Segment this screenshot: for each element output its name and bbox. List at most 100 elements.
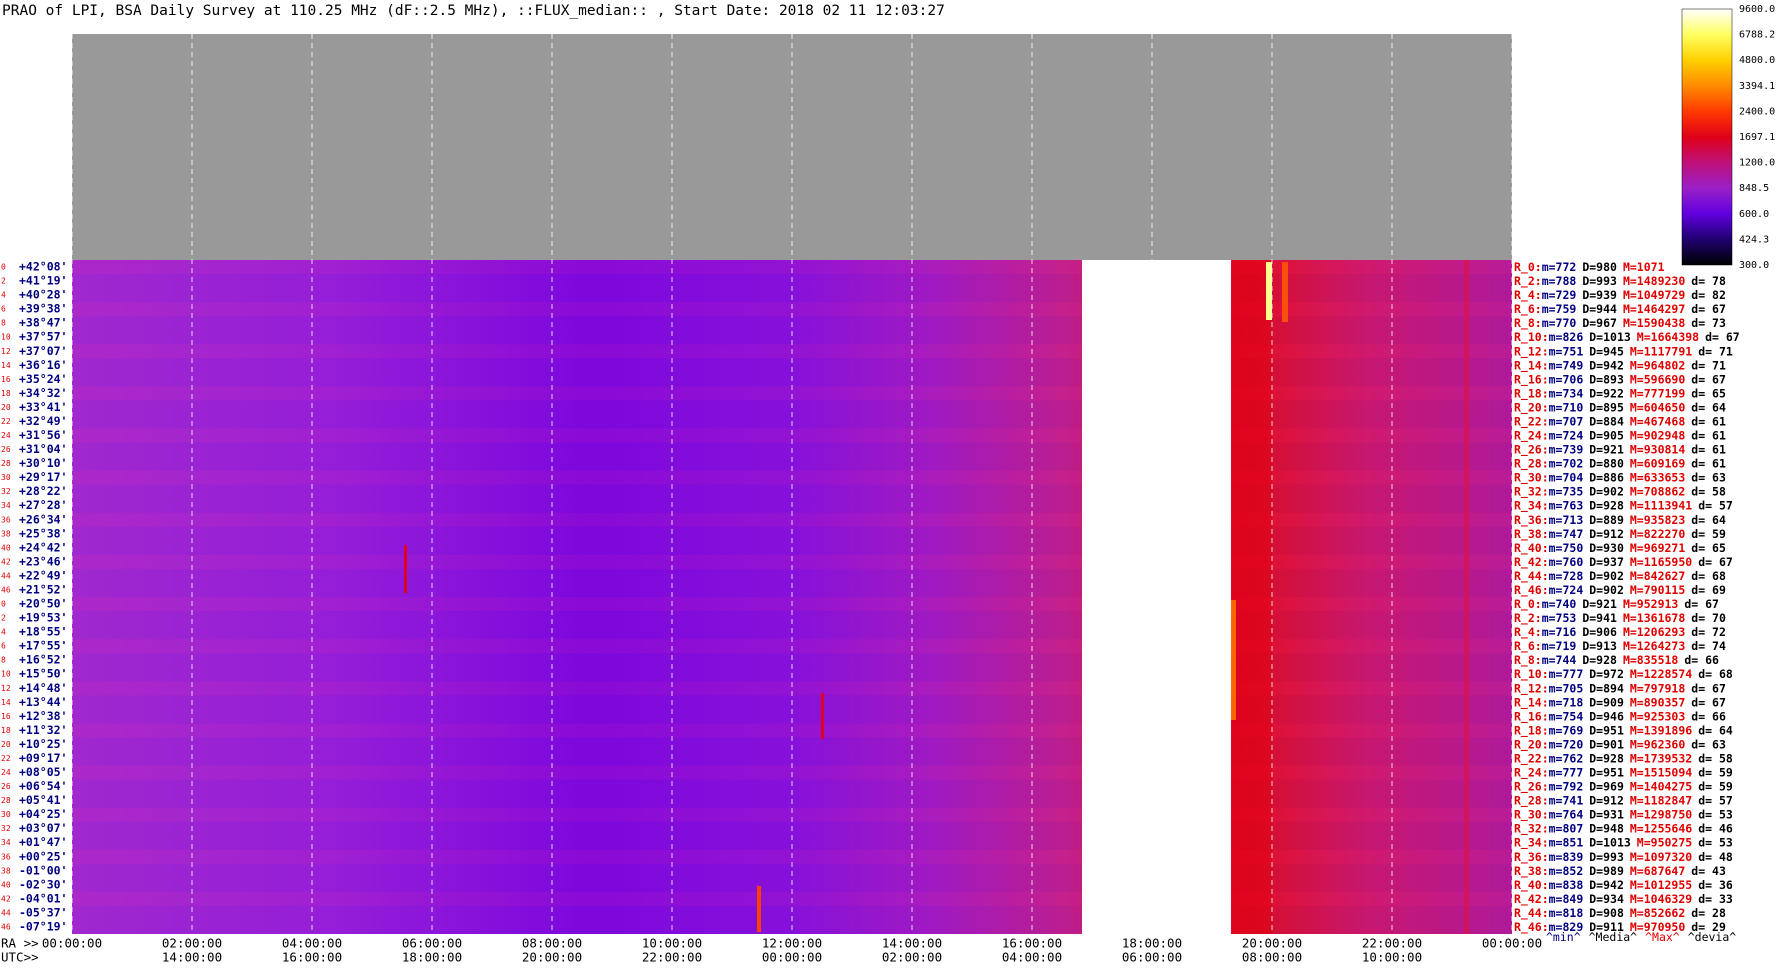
row-index: 32 [1,824,11,833]
row-index: 46 [1,922,11,931]
stat-median: D=901 [1589,737,1624,751]
stat-median: D=884 [1589,414,1624,428]
stat-dev: d= 59 [1698,779,1733,793]
stat-min: m=716 [1542,625,1577,639]
stat-median: D=951 [1589,723,1624,737]
streaks [404,260,1469,934]
stat-median: D=880 [1589,456,1624,470]
row-index: 4 [1,291,6,300]
utc-tick-label: 02:00:00 [882,950,942,965]
stat-max: M=1049729 [1623,288,1685,302]
declination: +16°52' [19,653,67,667]
stat-min: m=707 [1549,414,1584,428]
stat-max: M=964802 [1630,358,1685,372]
utc-tick-label: 18:00:00 [402,950,462,965]
stat-median: D=946 [1589,709,1624,723]
stat-dev: d= 64 [1698,723,1733,737]
row-stats: R_46:m=829 D=911 M=970950 d= 29 [1514,919,1726,934]
row-index: 22 [1,754,11,763]
stat-median: D=969 [1589,779,1624,793]
declination: -01°00' [19,863,67,877]
stat-label: R_18: [1514,723,1549,738]
stat-max: M=1739532 [1630,751,1692,765]
stat-median: D=928 [1582,653,1617,667]
declination: +23°46' [19,554,67,568]
stat-min: m=777 [1549,667,1584,681]
stat-label: R_16: [1514,709,1549,724]
stat-min: m=739 [1549,442,1584,456]
ra-tick-label: 06:00:00 [402,936,462,951]
top-tick-label: 00:00:00 [41,19,104,34]
row-index: 34 [1,501,11,510]
row-stats: R_36:m=713 D=889 M=935823 d= 64 [1514,512,1726,527]
stat-max: M=777199 [1630,386,1685,400]
stat-label: R_12: [1514,681,1549,696]
legend-entry: ^devia^ [1688,930,1737,944]
stat-median: D=928 [1589,498,1624,512]
stat-dev: d= 61 [1691,456,1726,470]
ra-tick-label: 04:00:00 [282,936,342,951]
stat-dev: d= 66 [1691,709,1726,723]
row-stats: R_32:m=735 D=902 M=708862 d= 58 [1514,484,1726,499]
stat-label: R_24: [1514,765,1549,780]
stat-min: m=718 [1549,695,1584,709]
declination: +17°55' [19,639,67,653]
declination: +03°07' [19,821,67,835]
row-stats: R_20:m=720 D=901 M=962360 d= 63 [1514,737,1726,752]
stat-median: D=909 [1589,695,1624,709]
row-stats: R_42:m=760 D=937 M=1165950 d= 67 [1514,554,1733,569]
row-stats: R_14:m=718 D=909 M=890357 d= 67 [1514,695,1726,710]
stat-label: R_40: [1514,877,1549,892]
top-tick-label: 04:00:00 [281,19,344,34]
row-stats: R_26:m=739 D=921 M=930814 d= 61 [1514,442,1726,457]
stat-min: m=706 [1549,372,1584,386]
stat-median: D=972 [1589,667,1624,681]
stat-max: M=1489230 [1623,274,1685,288]
stat-label: R_34: [1514,835,1549,850]
colorbar-label: 1697.1 [1739,132,1775,143]
stat-label: R_14: [1514,358,1549,373]
declination: +19°53' [19,611,67,625]
stat-dev: d= 71 [1691,358,1726,372]
stat-label: R_10: [1514,330,1549,345]
row-index: 40 [1,543,11,552]
stat-label: R_16: [1514,372,1549,387]
declination: +35°24' [19,372,67,386]
stat-min: m=713 [1549,512,1584,526]
row-stats: R_42:m=849 D=934 M=1046329 d= 33 [1514,891,1733,906]
stat-label: R_4: [1514,288,1542,303]
stat-label: R_30: [1514,807,1549,822]
stat-median: D=937 [1589,554,1624,568]
declination: +33°41' [19,400,67,414]
stat-dev: d= 78 [1691,274,1726,288]
stat-median: D=889 [1589,512,1624,526]
row-stats: R_44:m=728 D=902 M=842627 d= 68 [1514,568,1726,583]
row-index: 6 [1,305,6,314]
stat-label: R_22: [1514,751,1549,766]
stat-dev: d= 28 [1691,905,1726,919]
row-stats: R_34:m=851 D=1013 M=950275 d= 53 [1514,835,1733,850]
stat-dev: d= 64 [1691,400,1726,414]
stat-max: M=1298750 [1630,807,1692,821]
stat-dev: d= 58 [1691,484,1726,498]
row-index: 16 [1,712,11,721]
row-index: 42 [1,894,11,903]
stat-median: D=942 [1589,358,1624,372]
stat-label: R_22: [1514,414,1549,429]
row-index: 24 [1,768,11,777]
row-index: 18 [1,726,11,735]
stat-min: m=826 [1549,330,1584,344]
utc-tick-label: 08:00:00 [1242,950,1302,965]
declination: -07°19' [19,919,67,933]
row-index: 16 [1,375,11,384]
stat-label: R_12: [1514,344,1549,359]
row-index: 4 [1,628,6,637]
stat-median: D=921 [1582,597,1617,611]
stat-min: m=760 [1549,554,1584,568]
row-stats: R_8:m=744 D=928 M=835518 d= 66 [1514,653,1719,668]
row-index: 42 [1,557,11,566]
row-stats: R_20:m=710 D=895 M=604650 d= 64 [1514,400,1726,415]
stat-max: M=1264273 [1623,639,1685,653]
stat-min: m=724 [1549,428,1584,442]
stat-min: m=852 [1549,863,1584,877]
